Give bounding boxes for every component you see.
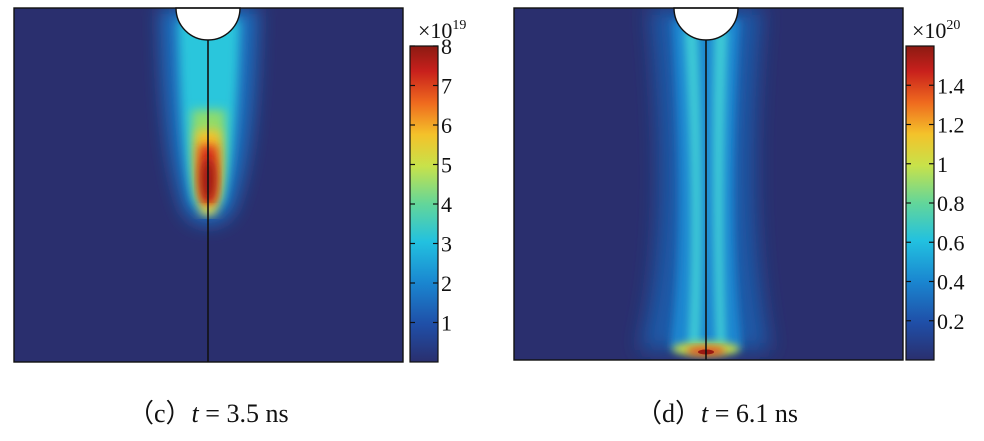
panel-d-colorbar: 0.2 0.4 0.6 0.8 1 1.2 1.4 ×1020: [905, 18, 965, 361]
panel-d-colorbar-tick-label: 0.6: [937, 230, 965, 255]
panel-d-caption-value: = 6.1 ns: [708, 399, 799, 428]
panel-c-plot: [13, 7, 404, 363]
panel-d-plot: [513, 7, 904, 361]
panel-c-colorbar-tick-label: 4: [441, 192, 452, 217]
panel-c-colorbar: 1 2 3 4 5 6 7 8 ×1019: [409, 18, 466, 363]
panel-c-caption-value: = 3.5 ns: [198, 399, 289, 428]
panel-d-caption-variable: t: [701, 399, 709, 428]
panel-d-colorbar-ticks: 0.2 0.4 0.6 0.8 1 1.2 1.4: [906, 73, 965, 334]
panel-d-electrode: [673, 7, 739, 41]
panel-d-colorbar-tick-label: 0.8: [937, 191, 965, 216]
panel-c-caption: （c）t = 3.5 ns: [128, 393, 289, 430]
panel-d-colorbar-multiplier: ×1020: [912, 18, 960, 43]
panel-d-colorbar-tick-label: 1: [937, 152, 948, 177]
panel-c-caption-variable: t: [191, 399, 199, 428]
panel-c-electrode: [175, 7, 241, 41]
panel-c-colorbar-multiplier: ×1019: [418, 18, 466, 43]
panel-d-colorbar-tick-label: 1.2: [937, 113, 965, 138]
panel-d-streamer-cyan-right: [712, 30, 728, 345]
panel-c-colorbar-tick-label: 7: [441, 74, 452, 99]
panel-d-caption-label: （d）: [636, 399, 702, 428]
panel-d-colorbar-tick-label: 0.2: [937, 309, 965, 334]
panel-c-colorbar-tick-label: 2: [441, 271, 452, 296]
panel-c-colorbar-tick-label: 6: [441, 113, 452, 138]
panel-c-colorbar-tick-label: 1: [441, 311, 452, 336]
panel-c-streamer: [160, 8, 258, 224]
panel-c-frame: [13, 7, 404, 363]
panel-d-colorbar-tick-label: 1.4: [937, 73, 965, 98]
panel-d-frame: [513, 7, 904, 361]
panel-d-caption: （d）t = 6.1 ns: [636, 393, 798, 430]
panel-c-colorbar-tick-label: 3: [441, 232, 452, 257]
panel-d-streamer: [640, 8, 770, 356]
panel-d-streamer-cyan-left: [684, 30, 703, 345]
panel-c-colorbar-tick-label: 5: [441, 153, 452, 178]
panel-c-caption-label: （c）: [128, 399, 192, 428]
panel-c-colorbar-tick-label: 8: [441, 34, 452, 59]
panel-d-colorbar-tick-label: 0.4: [937, 270, 965, 295]
panel-c-colorbar-ticks: 1 2 3 4 5 6 7 8: [410, 34, 452, 336]
